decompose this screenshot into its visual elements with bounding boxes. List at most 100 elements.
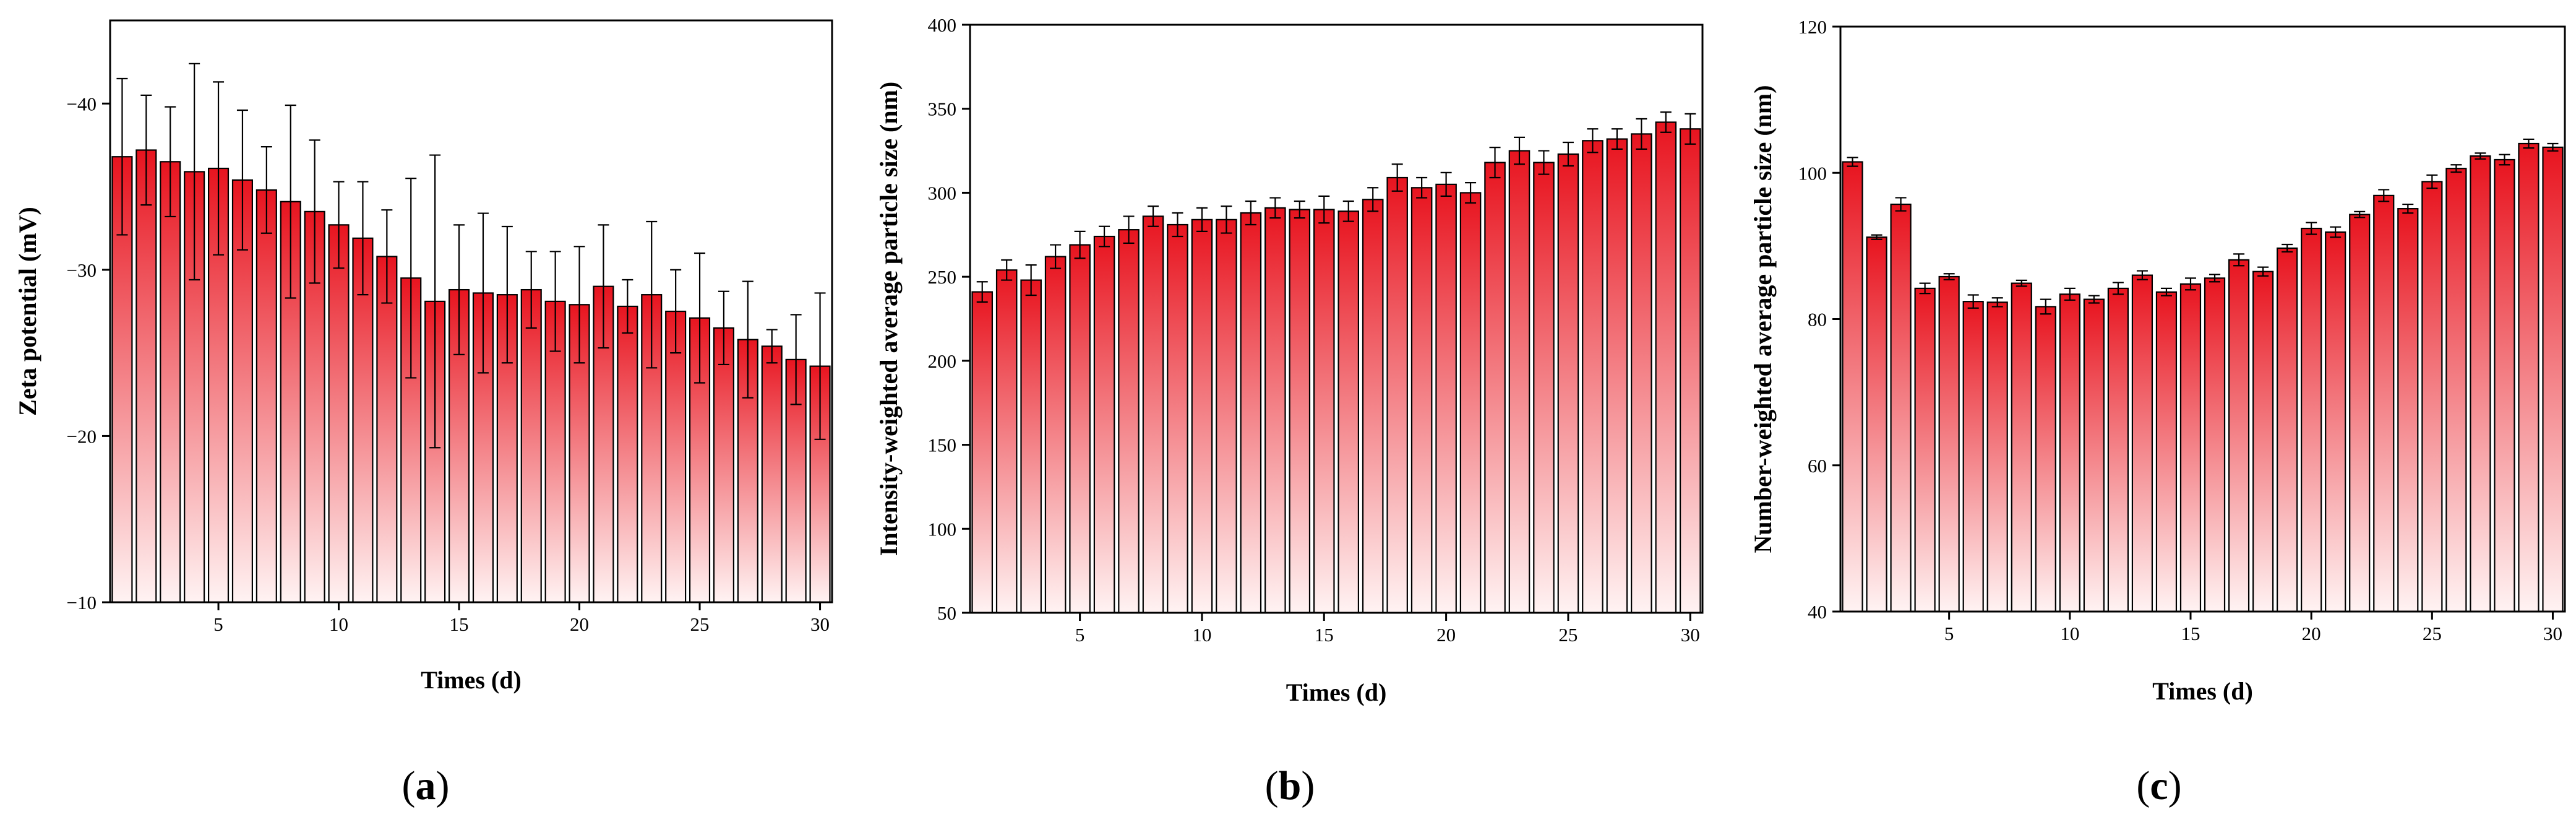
y-tick-label: −40 <box>67 93 97 115</box>
bar <box>2397 208 2419 613</box>
x-tick-label: 30 <box>2543 623 2562 644</box>
bar <box>1508 150 1531 614</box>
x-tick-label: 15 <box>450 613 469 635</box>
y-tick-label: 120 <box>1798 16 1827 38</box>
y-tick-label: 250 <box>928 266 957 288</box>
bar <box>255 189 277 604</box>
y-tick-label: −30 <box>67 259 97 281</box>
bar <box>995 269 1018 614</box>
bar <box>328 224 350 604</box>
bar <box>2494 158 2515 613</box>
bar <box>2107 287 2129 613</box>
y-tick-label: 60 <box>1808 455 1827 477</box>
bar <box>1069 244 1091 614</box>
bar <box>1938 275 1960 613</box>
x-tick-label: 5 <box>1075 624 1085 646</box>
bar <box>1386 176 1408 614</box>
bar <box>520 288 542 604</box>
bar <box>1264 207 1286 614</box>
x-tick-label: 25 <box>690 613 710 635</box>
bar <box>689 317 711 604</box>
error-bars-c <box>1847 138 2559 315</box>
y-tick-label: 200 <box>928 350 957 372</box>
bar <box>1890 203 1912 613</box>
bar <box>1866 236 1887 613</box>
bars-a <box>111 149 831 604</box>
x-axis-title-b: Times (d) <box>1286 678 1387 706</box>
error-bars-a <box>116 63 826 449</box>
bar <box>1484 162 1506 614</box>
panel-label-b: (b) <box>1265 763 1315 808</box>
y-tick-label: 400 <box>928 14 957 36</box>
x-tick-label: 20 <box>2302 623 2321 644</box>
bar <box>1410 187 1433 614</box>
x-tick-label: 20 <box>1436 624 1456 646</box>
y-tick-label: −10 <box>67 592 97 613</box>
x-axis-title-c: Times (d) <box>2152 677 2253 705</box>
bar <box>1020 279 1042 614</box>
y-tick-label: 80 <box>1808 309 1827 331</box>
x-axis-ticks-a: 5 10 15 20 25 30 <box>213 602 830 635</box>
x-axis-ticks-b: 5 10 15 20 25 30 <box>1075 613 1700 646</box>
bar <box>2421 181 2443 613</box>
y-tick-label: −20 <box>67 425 97 447</box>
bar <box>2470 155 2491 613</box>
bar <box>1533 162 1555 614</box>
bar <box>1962 301 1984 613</box>
bar <box>1606 138 1628 614</box>
bar <box>376 256 398 604</box>
bar <box>1655 121 1677 614</box>
bar <box>1557 153 1579 614</box>
y-tick-label: 300 <box>928 182 957 204</box>
bar <box>2035 306 2056 613</box>
y-tick-label: 350 <box>928 98 957 120</box>
y-tick-label: 50 <box>937 602 956 624</box>
bar <box>1044 256 1067 614</box>
bar <box>2349 214 2371 613</box>
bar <box>1679 128 1701 614</box>
x-tick-label: 5 <box>213 613 223 635</box>
bar <box>2011 282 2032 613</box>
x-tick-label: 30 <box>810 613 830 635</box>
bar <box>2083 298 2105 613</box>
x-tick-label: 30 <box>1681 624 1700 646</box>
y-axis-title-a: Zeta potential (mV) <box>14 207 41 416</box>
panel-label-c: (c) <box>2136 763 2181 808</box>
bar <box>1142 215 1164 614</box>
bars-c <box>1842 142 2564 613</box>
bar <box>2059 293 2080 613</box>
y-tick-label: 40 <box>1808 601 1827 623</box>
bar <box>971 291 994 614</box>
y-axis-ticks-b: 50 100 150 200 250 300 350 400 <box>928 14 970 624</box>
bars-b <box>971 121 1701 614</box>
bar <box>665 310 687 604</box>
bar <box>1362 199 1384 614</box>
x-tick-label: 20 <box>570 613 589 635</box>
bar <box>2518 142 2540 613</box>
bar <box>1289 209 1311 614</box>
error-bars-b <box>976 111 1696 303</box>
bar <box>2228 259 2250 613</box>
x-tick-label: 10 <box>2060 623 2079 644</box>
bar <box>1216 218 1237 614</box>
panel-a: −10 −20 −30 −40 5 10 15 20 25 30 Times (d) Zeta … <box>14 19 833 808</box>
x-tick-label: 5 <box>1944 623 1954 644</box>
bar <box>1986 301 2008 613</box>
x-tick-label: 10 <box>1192 624 1211 646</box>
bar <box>2252 270 2274 613</box>
bar <box>2542 146 2564 613</box>
bar <box>2373 194 2395 613</box>
bar <box>617 305 638 604</box>
y-tick-label: 150 <box>928 435 957 456</box>
bar <box>761 345 783 604</box>
y-axis-title-b: Intensity-weighted average particle size… <box>875 82 903 556</box>
x-tick-label: 15 <box>2181 623 2200 644</box>
bar <box>1459 192 1482 614</box>
bar <box>135 149 157 604</box>
x-axis-ticks-c: 5 10 15 20 25 30 <box>1944 612 2562 644</box>
bar <box>2131 274 2153 613</box>
bar <box>1435 183 1457 614</box>
bar <box>713 327 734 604</box>
x-tick-label: 25 <box>1558 624 1578 646</box>
bar <box>1337 210 1360 614</box>
